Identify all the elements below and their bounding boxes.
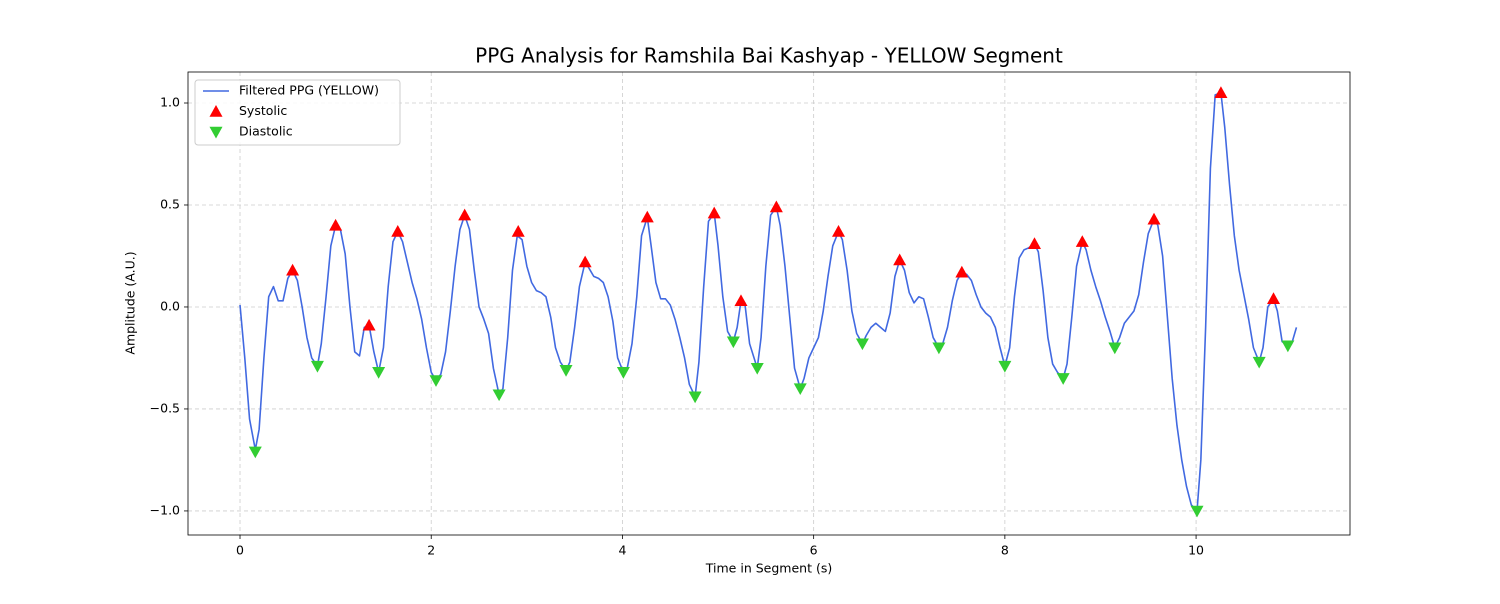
systolic-marker (511, 225, 525, 237)
x-tick-label: 6 (810, 543, 818, 558)
chart-title: PPG Analysis for Ramshila Bai Kashyap - … (475, 44, 1063, 68)
systolic-marker (286, 263, 300, 276)
diastolic-marker (688, 391, 702, 404)
legend-swatch (209, 105, 223, 117)
legend-swatch (209, 126, 223, 139)
diastolic-marker (1281, 340, 1295, 353)
y-tick-label: 0.0 (160, 298, 180, 313)
y-tick-label: 0.5 (160, 196, 180, 211)
diastolic-marker (1056, 373, 1070, 385)
y-tick-label: −0.5 (150, 400, 180, 415)
systolic-marker (1147, 212, 1161, 225)
systolic-marker (362, 318, 376, 331)
systolic-marker (329, 218, 343, 231)
diastolic-marker (372, 367, 386, 379)
legend-label: Filtered PPG (YELLOW) (239, 83, 379, 98)
plot-frame (187, 71, 1351, 536)
systolic-marker (391, 225, 405, 237)
diastolic-marker (492, 389, 506, 402)
diastolic-marker (998, 360, 1012, 373)
diastolic-marker (750, 362, 764, 375)
systolic-marker (1214, 86, 1228, 99)
systolic-marker (734, 294, 748, 307)
systolic-marker (832, 225, 846, 237)
systolic-marker (1267, 292, 1281, 305)
systolic-marker (640, 210, 654, 223)
diastolic-marker (1108, 342, 1122, 355)
systolic-marker (578, 255, 592, 268)
systolic-marker (1027, 237, 1041, 249)
systolic-marker (707, 206, 721, 219)
legend-label: Diastolic (239, 124, 293, 139)
diastolic-marker (616, 367, 630, 379)
systolic-marker (893, 253, 907, 266)
y-tick-label: 1.0 (160, 95, 180, 110)
diastolic-marker (559, 364, 573, 377)
x-tick-label: 0 (236, 543, 244, 558)
x-tick-label: 8 (1001, 543, 1009, 558)
diastolic-marker (932, 342, 946, 355)
x-tick-label: 2 (427, 543, 435, 558)
diastolic-marker (1252, 356, 1266, 369)
diastolic-marker (310, 360, 324, 373)
ppg-line (239, 92, 1298, 512)
diastolic-marker (1190, 505, 1204, 518)
x-tick-label: 10 (1188, 543, 1204, 558)
legend-label: Systolic (239, 103, 287, 118)
systolic-marker (769, 200, 783, 213)
systolic-marker (955, 265, 969, 278)
diastolic-marker (726, 336, 740, 349)
x-tick-label: 4 (618, 543, 626, 558)
diastolic-marker (429, 375, 443, 387)
y-tick-label: −1.0 (150, 502, 180, 517)
y-axis-label: Amplitude (A.U.) (123, 251, 138, 354)
systolic-marker (458, 208, 472, 221)
diastolic-marker (248, 446, 262, 459)
legend-box (194, 79, 401, 146)
diastolic-marker (793, 383, 807, 396)
diastolic-marker (855, 338, 869, 351)
x-axis-label: Time in Segment (s) (705, 561, 832, 576)
systolic-marker (1075, 235, 1089, 247)
